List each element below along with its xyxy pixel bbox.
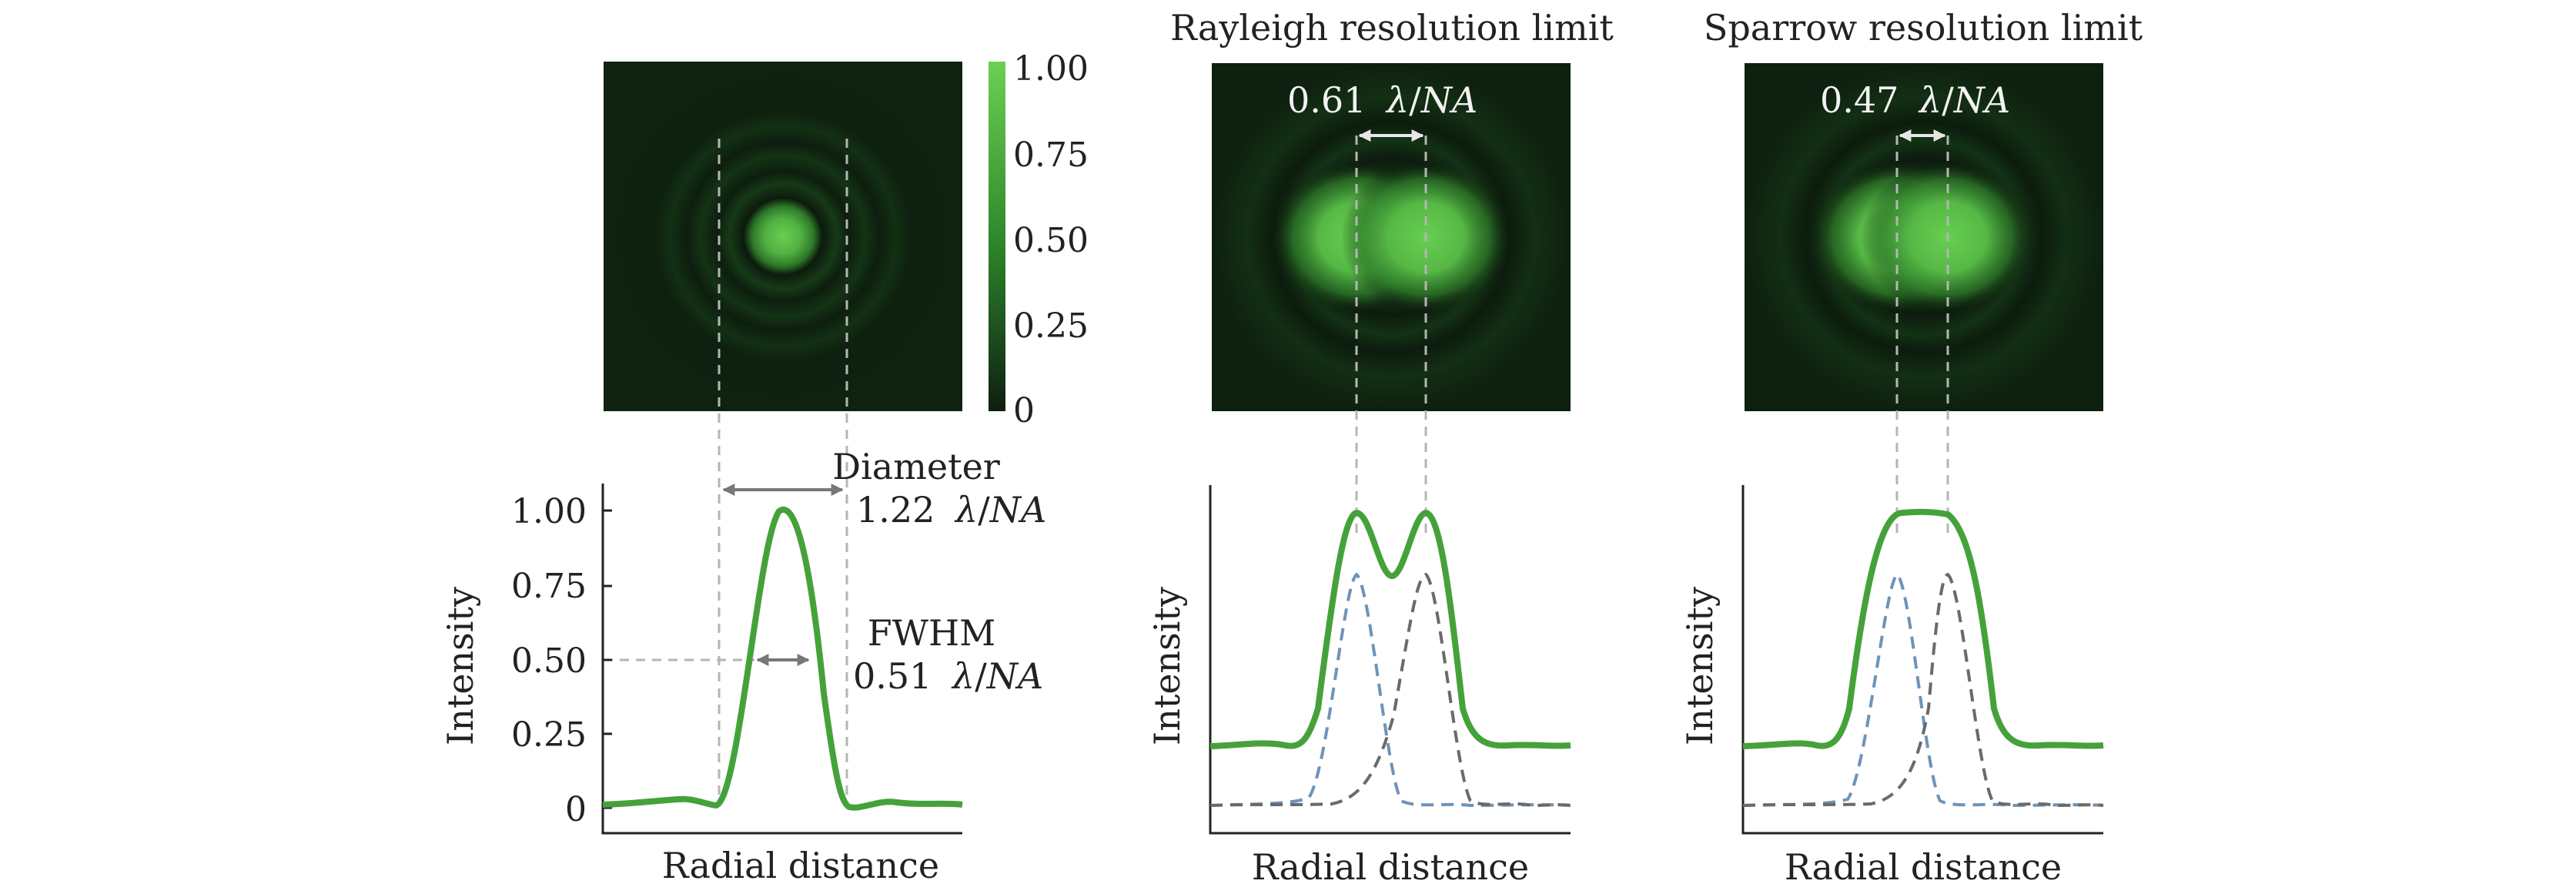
- rayleigh-ylabel: Intensity: [1146, 587, 1188, 745]
- sparrow-title: Sparrow resolution limit: [1704, 7, 2143, 49]
- colorbar-tick-1: 1.00: [1013, 49, 1089, 89]
- sparrow-axes: [1741, 485, 2103, 835]
- single-psf-panel: 1.00 0.75 0.50 0.25 0 1.00 0.75 0.50 0.2…: [440, 49, 1089, 886]
- rayleigh-xlabel: Radial distance: [1252, 846, 1529, 888]
- rayleigh-psf-left-dashed: [1209, 572, 1571, 808]
- single-xlabel: Radial distance: [662, 845, 939, 886]
- single-ytick-3: 0.50: [511, 641, 587, 681]
- single-ytick-5: 0: [565, 790, 587, 829]
- single-ylabel: Intensity: [440, 587, 481, 745]
- single-ytick-2: 0.75: [511, 567, 587, 606]
- rayleigh-title: Rayleigh resolution limit: [1170, 7, 1614, 49]
- single-ytick-4: 0.25: [511, 715, 587, 755]
- fwhm-value: 0.51 λ/NA: [853, 655, 1043, 697]
- rayleigh-psf-right-dashed: [1209, 572, 1571, 808]
- single-ytick-1: 1.00: [511, 492, 587, 531]
- single-psf-curve: [602, 506, 963, 811]
- sparrow-panel: Sparrow resolution limit 0.47 λ/NA Inten…: [1679, 7, 2143, 888]
- colorbar: [989, 62, 1005, 411]
- sparrow-xlabel: Radial distance: [1785, 846, 2062, 888]
- rayleigh-axes: [1209, 485, 1571, 835]
- single-yticks: [603, 509, 612, 809]
- diameter-value: 1.22 λ/NA: [856, 489, 1046, 531]
- rayleigh-panel: Rayleigh resolution limit 0.61 λ/NA Inte…: [1146, 7, 1614, 888]
- colorbar-tick-3: 0.50: [1013, 221, 1089, 260]
- diameter-label: Diameter: [832, 446, 1000, 487]
- sparrow-psf-sum: [1742, 508, 2104, 749]
- single-axes: [601, 484, 962, 835]
- colorbar-tick-2: 0.75: [1013, 136, 1089, 175]
- rayleigh-psf-sum: [1209, 510, 1571, 749]
- colorbar-tick-5: 0: [1013, 391, 1035, 430]
- fwhm-label: FWHM: [868, 612, 995, 654]
- single-airy-image: [604, 62, 962, 411]
- sparrow-separation-value: 0.47 λ/NA: [1820, 79, 2010, 121]
- rayleigh-separation-value: 0.61 λ/NA: [1287, 79, 1477, 121]
- sparrow-psf-right-dashed: [1742, 572, 2104, 808]
- sparrow-psf-left-dashed: [1742, 572, 2104, 808]
- sparrow-ylabel: Intensity: [1679, 587, 1721, 745]
- colorbar-tick-4: 0.25: [1013, 306, 1089, 346]
